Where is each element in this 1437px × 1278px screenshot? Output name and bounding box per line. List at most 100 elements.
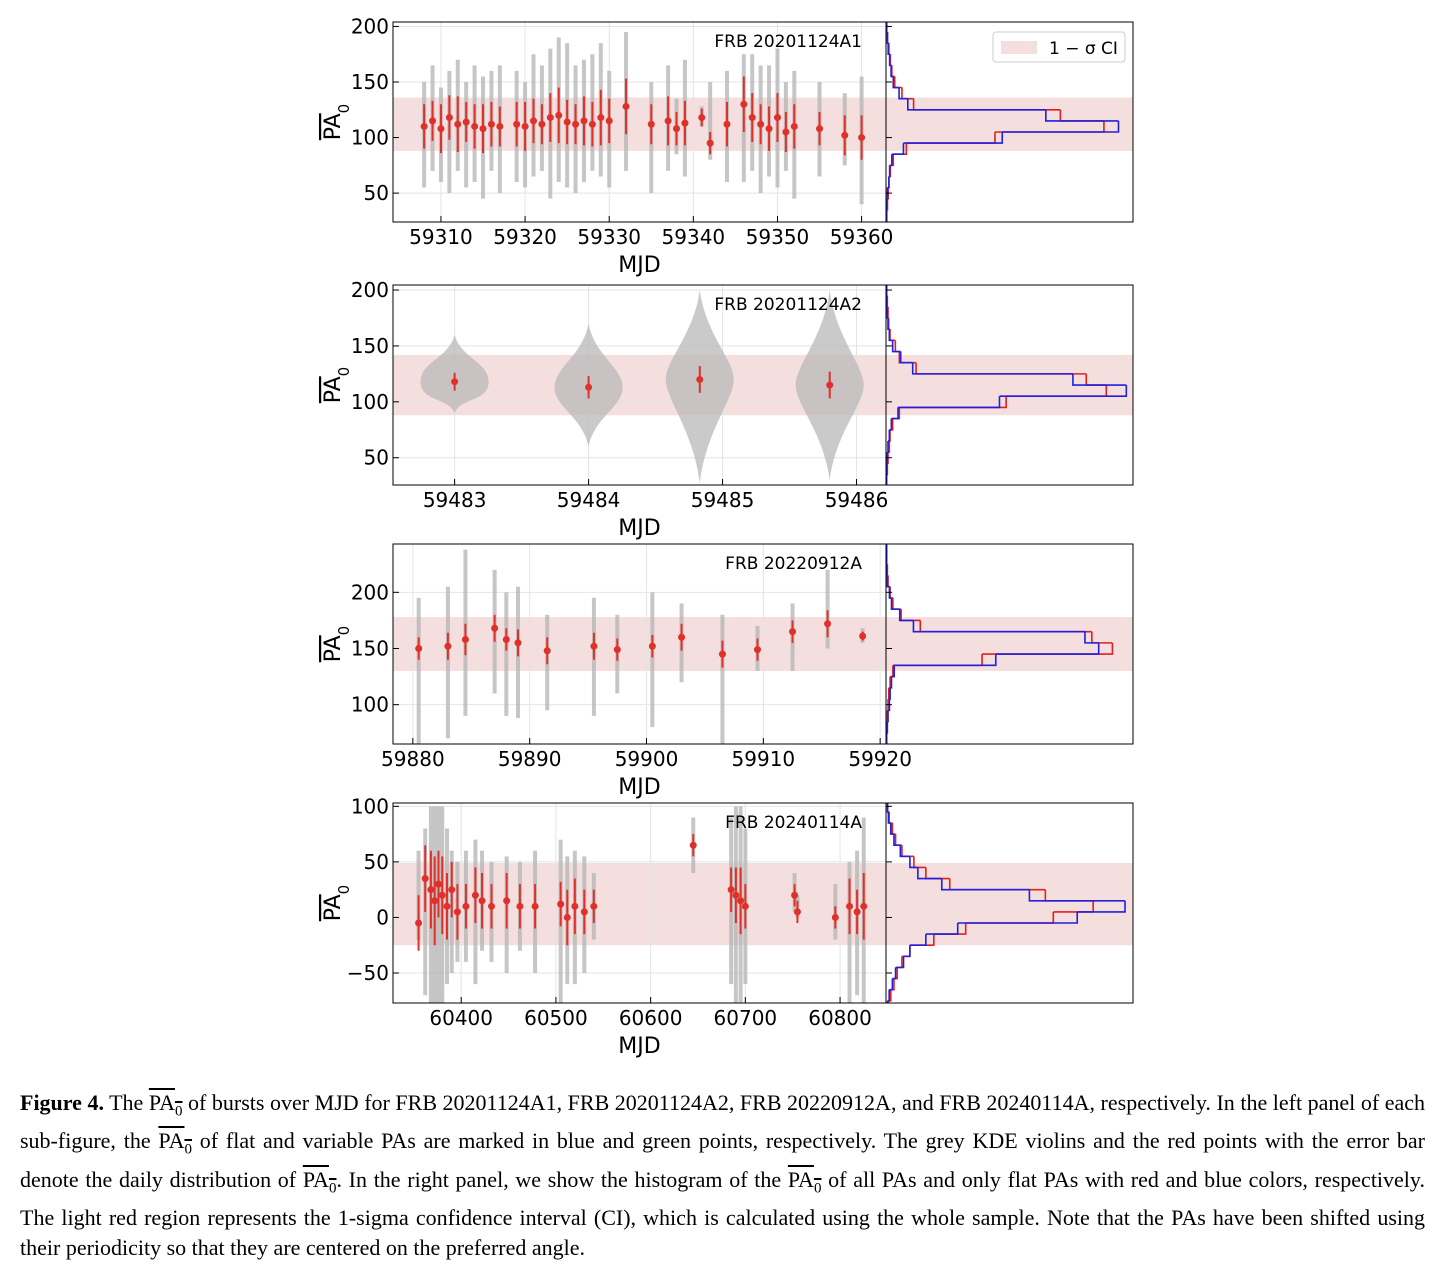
hist-step <box>889 154 893 167</box>
mean-point <box>860 902 868 910</box>
hist-step <box>893 834 901 847</box>
mean-point <box>737 897 745 905</box>
x-axis-label: MJD <box>618 1034 660 1059</box>
mean-point <box>471 122 479 130</box>
mean-point <box>454 120 462 128</box>
hist-step <box>889 54 892 67</box>
mean-point <box>429 117 437 125</box>
hist-step <box>906 98 1046 111</box>
x-tick-label: 60400 <box>429 1006 493 1030</box>
mean-point <box>461 636 469 644</box>
hist-step <box>887 699 889 712</box>
symbol-sub: 0 <box>184 1141 192 1158</box>
hist-step <box>901 845 914 858</box>
hist-step <box>888 586 892 599</box>
hist-step <box>891 407 899 420</box>
hist-step <box>886 306 889 319</box>
hist-step <box>891 665 896 678</box>
hist-step <box>898 396 1001 409</box>
mean-point <box>597 114 605 122</box>
symbol-base: PA <box>787 1166 814 1192</box>
caption-symbol: PA0 <box>303 1167 337 1196</box>
mean-point <box>443 902 451 910</box>
hist-step <box>903 945 911 958</box>
hist-step <box>891 143 905 156</box>
hist-step <box>891 65 895 78</box>
mean-point <box>590 642 598 650</box>
mean-point <box>853 908 861 916</box>
y-label-base: PA <box>321 635 346 662</box>
hist-step <box>901 945 911 958</box>
mean-point <box>434 880 442 888</box>
symbol-base: PA <box>148 1090 175 1115</box>
x-tick-label: 59900 <box>615 747 679 771</box>
mean-point <box>622 102 630 110</box>
mean-point <box>727 886 735 894</box>
y-label-base: PA <box>321 376 346 403</box>
hist-step <box>885 732 888 744</box>
y-tick-label: 200 <box>351 14 389 38</box>
x-tick-label: 59350 <box>746 225 810 249</box>
mean-point <box>438 891 446 899</box>
hist-step <box>889 329 896 342</box>
mean-point <box>571 902 579 910</box>
hist-step <box>911 362 1073 375</box>
hist-step <box>903 132 1004 144</box>
mean-point <box>503 897 511 905</box>
y-label-base: PA <box>321 894 346 921</box>
mean-point <box>420 122 428 130</box>
hist-step <box>889 823 894 835</box>
x-tick-label: 59310 <box>409 225 473 249</box>
x-tick-label: 59486 <box>825 488 889 512</box>
mean-point <box>478 897 486 905</box>
mean-point <box>718 650 726 658</box>
hist-step <box>887 687 890 700</box>
mean-point <box>613 646 621 654</box>
mean-point <box>789 628 797 636</box>
mean-point <box>791 891 799 899</box>
hist-step <box>1077 900 1126 913</box>
mean-point <box>543 647 551 655</box>
hist-step <box>899 845 910 858</box>
hist-step <box>909 856 918 869</box>
hist-step <box>894 834 902 847</box>
mean-point <box>698 114 706 122</box>
hist-step <box>901 87 914 100</box>
hist-step <box>887 176 890 189</box>
caption-symbol: PA0 <box>787 1166 822 1196</box>
mean-point <box>431 897 439 905</box>
caption-text: of bursts over MJD for FRB 20201124A1, F… <box>20 1090 1425 1154</box>
hist-step <box>890 597 900 610</box>
y-tick-label: 150 <box>351 70 389 94</box>
mean-point <box>689 841 697 849</box>
legend-box <box>992 31 1126 63</box>
y-tick-label: 50 <box>364 446 389 470</box>
x-tick-label: 59330 <box>577 225 641 249</box>
mean-point <box>546 114 554 122</box>
x-tick-label: 59920 <box>848 747 912 771</box>
hist-step <box>886 803 889 813</box>
hist-step <box>999 385 1128 398</box>
mean-point <box>696 375 704 383</box>
y-axis-label: PA0 <box>321 367 353 403</box>
hist-step <box>887 989 890 1002</box>
mean-point <box>427 886 435 894</box>
panel-label: FRB 20201124A1 <box>714 32 862 52</box>
hist-step <box>895 956 905 969</box>
x-axis-label: MJD <box>618 516 660 541</box>
y-axis-label: PA0 <box>321 885 353 921</box>
hist-step <box>912 620 1085 633</box>
symbol-sub: 0 <box>328 1180 337 1197</box>
mean-point <box>462 902 470 910</box>
hist-step <box>957 911 1079 924</box>
mean-point <box>529 117 537 125</box>
symbol-sub: 0 <box>174 1103 183 1120</box>
mean-point <box>531 902 539 910</box>
x-tick-label: 59910 <box>732 747 796 771</box>
x-tick-label: 59360 <box>830 225 894 249</box>
mean-point <box>555 111 563 119</box>
hist-step <box>887 43 890 56</box>
caption-text: . In the right panel, we show the histog… <box>336 1166 788 1192</box>
hist-step <box>887 440 889 453</box>
